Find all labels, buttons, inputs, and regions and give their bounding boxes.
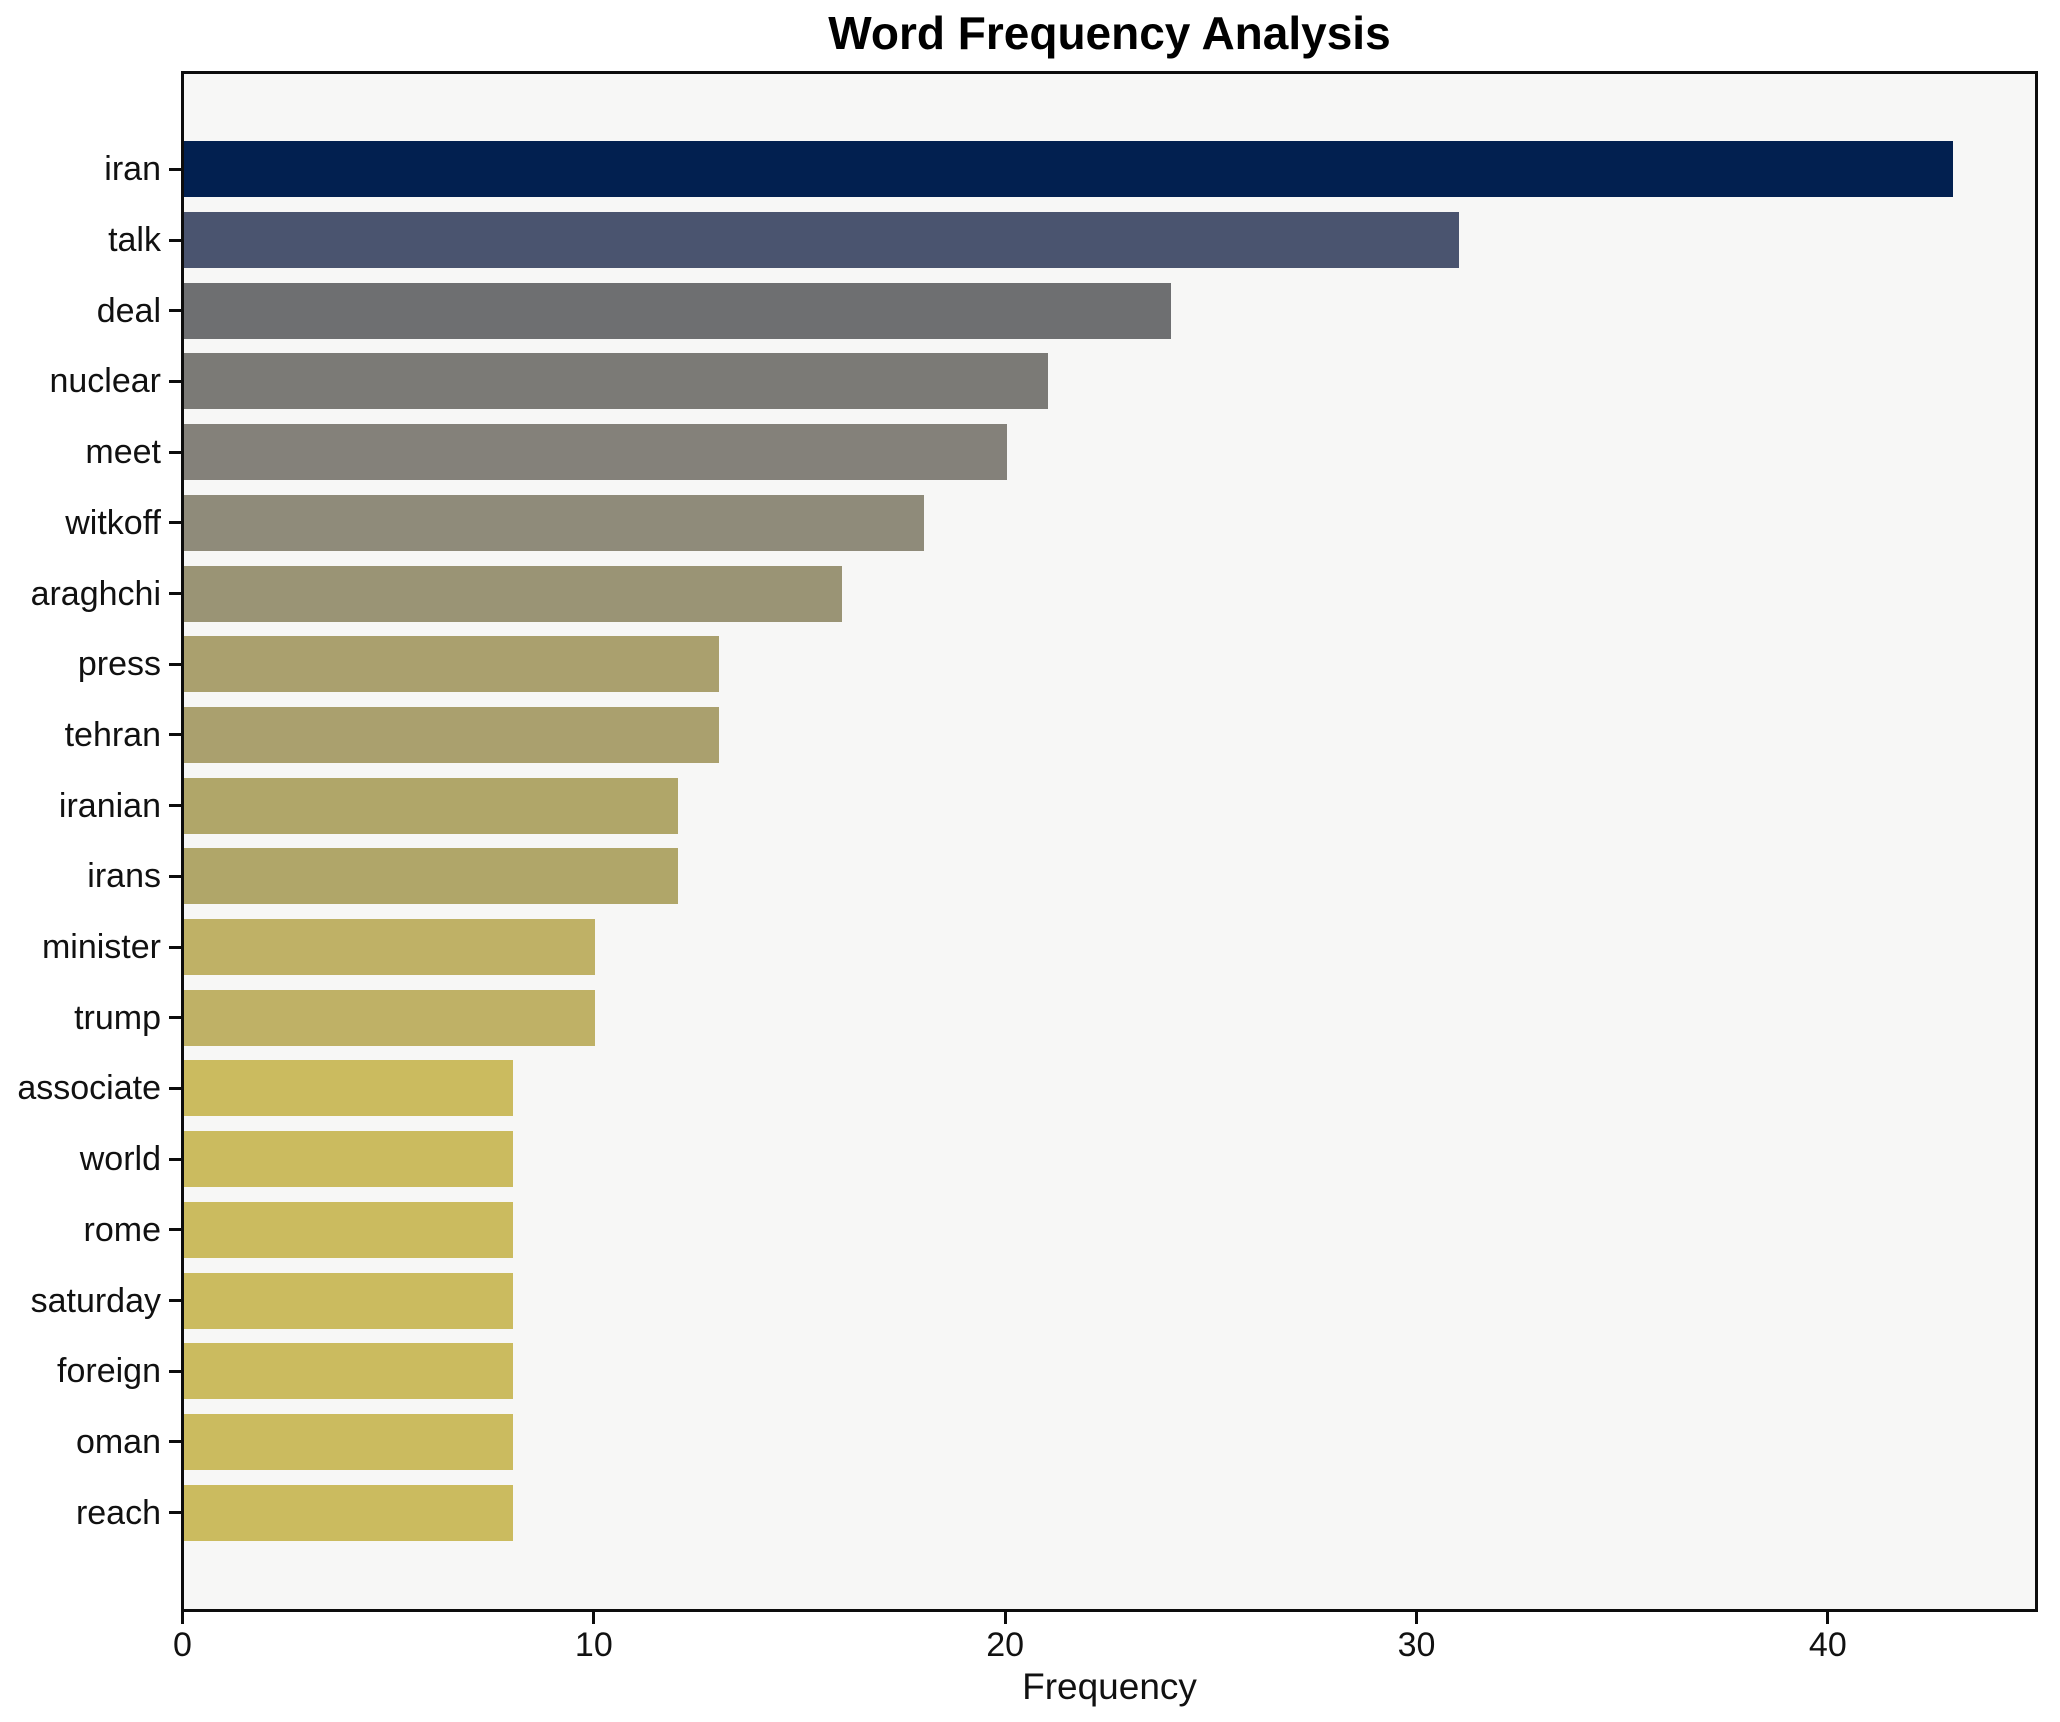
- x-tick-mark: [1415, 1612, 1418, 1624]
- y-tick-mark: [169, 733, 181, 737]
- bar-iranian: [184, 777, 678, 834]
- bar-oman: [184, 1413, 514, 1470]
- y-tick-mark: [169, 662, 181, 666]
- bar-minister: [184, 919, 596, 976]
- x-tick-label: 30: [1397, 1626, 1436, 1664]
- y-tick-mark: [169, 1086, 181, 1090]
- y-tick-label: tehran: [64, 715, 161, 754]
- y-tick-mark: [169, 238, 181, 242]
- x-tick-label: 10: [574, 1626, 613, 1664]
- bar-rome: [184, 1201, 514, 1258]
- x-tick-mark: [1003, 1612, 1007, 1624]
- plot-area: [181, 71, 2038, 1612]
- y-tick-mark: [169, 1511, 181, 1515]
- y-tick-mark: [169, 1299, 181, 1303]
- bar-saturday: [184, 1272, 514, 1329]
- bar-witkoff: [184, 494, 925, 551]
- bar-meet: [184, 424, 1007, 481]
- y-tick-label: trump: [74, 998, 161, 1037]
- y-tick-mark: [169, 874, 181, 878]
- y-tick-mark: [169, 521, 181, 525]
- y-tick-label: rome: [83, 1210, 161, 1249]
- y-tick-mark: [169, 450, 181, 454]
- x-tick-mark: [592, 1612, 596, 1624]
- bar-foreign: [184, 1343, 514, 1400]
- x-tick-mark: [181, 1612, 184, 1624]
- bar-press: [184, 636, 719, 693]
- y-tick-label: reach: [75, 1493, 161, 1532]
- bar-irans: [184, 848, 678, 905]
- y-tick-label: irans: [87, 857, 161, 896]
- y-tick-label: press: [77, 645, 161, 684]
- bar-nuclear: [184, 353, 1048, 410]
- y-tick-mark: [169, 804, 181, 808]
- y-axis: iran talk deal nuclear meet witkoff araghchi pr…: [0, 0, 181, 1722]
- y-tick-label: oman: [75, 1422, 161, 1461]
- bar-reach: [184, 1484, 514, 1541]
- x-axis-label: Frequency: [1022, 1666, 1197, 1707]
- y-tick-label: iranian: [58, 786, 161, 825]
- y-tick-mark: [169, 1016, 181, 1020]
- y-tick-mark: [169, 1440, 181, 1444]
- bar-associate: [184, 1060, 514, 1117]
- bar-araghchi: [184, 565, 843, 622]
- y-tick-mark: [169, 1369, 181, 1373]
- y-tick-label: iran: [104, 150, 161, 189]
- y-tick-mark: [169, 1228, 181, 1232]
- y-tick-mark: [169, 309, 181, 313]
- y-tick-label: araghchi: [30, 574, 161, 613]
- y-tick-label: nuclear: [49, 362, 161, 401]
- y-tick-mark: [169, 1157, 181, 1161]
- bar-deal: [184, 282, 1172, 339]
- y-tick-mark: [169, 379, 181, 383]
- bar-trump: [184, 989, 596, 1046]
- y-tick-label: world: [79, 1140, 161, 1179]
- bar-world: [184, 1131, 514, 1188]
- y-tick-label: deal: [96, 291, 161, 330]
- bar-iran: [184, 141, 1953, 198]
- y-tick-label: talk: [108, 221, 161, 260]
- chart-title: Word Frequency Analysis: [828, 7, 1391, 59]
- x-tick-label: 0: [173, 1626, 192, 1664]
- y-tick-label: associate: [17, 1069, 161, 1108]
- y-tick-mark: [169, 945, 181, 949]
- y-tick-label: minister: [41, 928, 161, 967]
- y-tick-label: foreign: [57, 1352, 161, 1391]
- y-tick-label: saturday: [30, 1281, 161, 1320]
- x-tick-mark: [1826, 1612, 1830, 1624]
- x-tick-label: 20: [986, 1626, 1025, 1664]
- bar-talk: [184, 212, 1460, 269]
- y-tick-label: witkoff: [65, 503, 161, 542]
- x-tick-label: 40: [1808, 1626, 1847, 1664]
- y-tick-mark: [169, 592, 181, 596]
- y-tick-mark: [169, 167, 181, 171]
- y-tick-label: meet: [85, 433, 161, 472]
- bar-tehran: [184, 706, 719, 763]
